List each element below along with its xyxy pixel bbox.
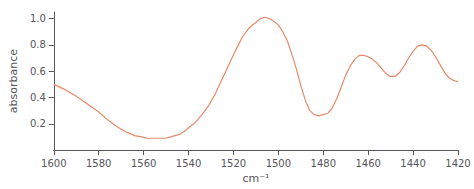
svg-text:cm⁻¹: cm⁻¹ [242, 172, 269, 185]
svg-text:1600: 1600 [41, 158, 66, 169]
svg-text:1580: 1580 [86, 158, 111, 169]
svg-text:1460: 1460 [355, 158, 380, 169]
svg-text:0.6: 0.6 [30, 66, 46, 77]
svg-text:1540: 1540 [176, 158, 201, 169]
svg-text:0.4: 0.4 [30, 92, 46, 103]
svg-text:1560: 1560 [131, 158, 156, 169]
svg-text:1.0: 1.0 [30, 13, 46, 24]
svg-text:0.2: 0.2 [30, 118, 46, 129]
svg-text:1440: 1440 [400, 158, 425, 169]
svg-text:absorbance: absorbance [7, 49, 20, 113]
svg-text:1420: 1420 [445, 158, 470, 169]
svg-text:1480: 1480 [311, 158, 336, 169]
svg-text:0.8: 0.8 [30, 39, 46, 50]
svg-text:1520: 1520 [221, 158, 246, 169]
svg-text:1500: 1500 [266, 158, 291, 169]
